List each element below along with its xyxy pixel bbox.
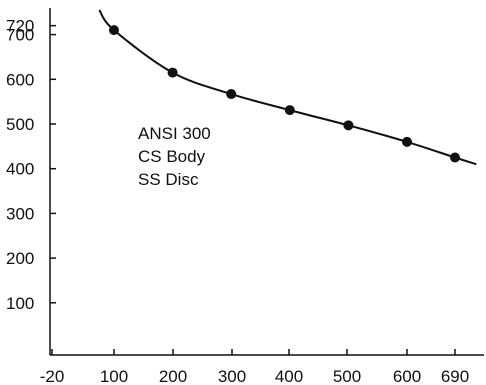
annotation-line-3: SS Disc	[138, 170, 199, 189]
x-tick-label: 600	[393, 367, 421, 385]
data-points	[109, 25, 460, 163]
x-tick-label: 690	[441, 367, 469, 385]
data-point	[167, 67, 178, 78]
x-tick-label: 200	[159, 367, 187, 385]
y-tick-label: 700	[6, 26, 34, 45]
x-axis: -20 100 200 300 400 500 600 690	[40, 349, 484, 385]
data-point	[343, 120, 354, 131]
y-tick-label: 400	[6, 160, 34, 179]
data-point	[226, 89, 237, 100]
y-tick-label: 100	[6, 294, 34, 313]
y-tick-label: 600	[6, 70, 34, 89]
data-point	[450, 152, 460, 163]
x-tick-label: 100	[100, 367, 128, 385]
y-tick-label: 200	[6, 249, 34, 268]
chart-annotation: ANSI 300 CS Body SS Disc	[138, 124, 211, 189]
data-point	[109, 25, 119, 36]
x-tick-label: 400	[275, 367, 303, 385]
y-tick-label: 720	[6, 17, 34, 36]
x-tick-label: 300	[218, 367, 246, 385]
annotation-line-1: ANSI 300	[138, 124, 211, 143]
annotation-line-2: CS Body	[138, 147, 206, 166]
y-tick-label: 500	[6, 115, 34, 134]
y-tick-label: 300	[6, 204, 34, 223]
data-point	[284, 105, 295, 116]
x-tick-label: 500	[333, 367, 361, 385]
data-point	[402, 136, 412, 147]
x-tick-label: -20	[40, 367, 65, 385]
